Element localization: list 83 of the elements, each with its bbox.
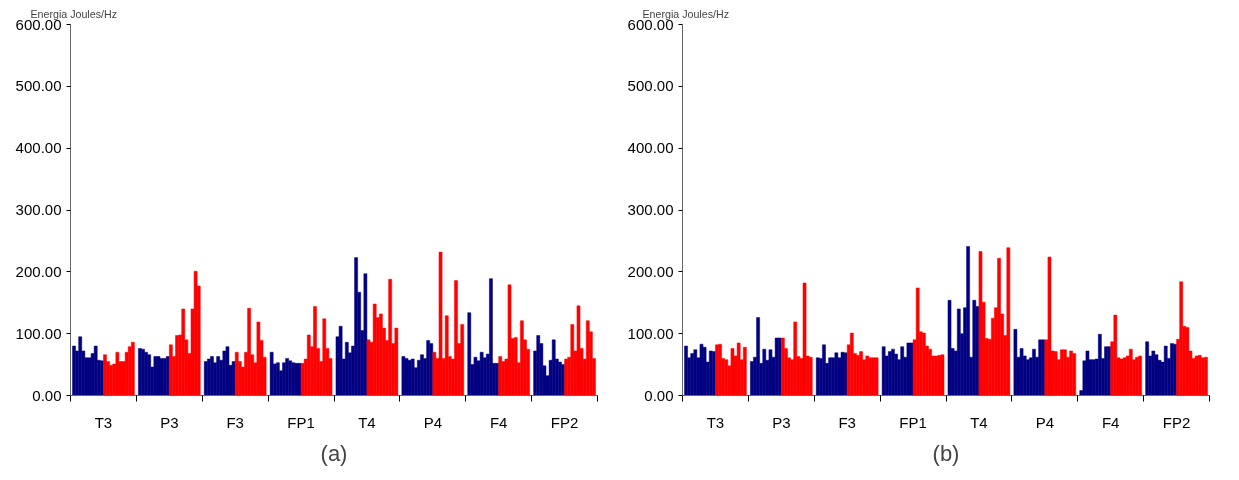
bar bbox=[256, 321, 261, 396]
bar bbox=[169, 344, 173, 396]
bar bbox=[822, 344, 826, 396]
x-tick-label: P3 bbox=[160, 413, 179, 431]
bar bbox=[460, 324, 465, 396]
x-tick-label: P3 bbox=[772, 413, 791, 431]
x-tick-label: F3 bbox=[226, 413, 244, 431]
y-tick-label: 500.00 bbox=[627, 77, 674, 95]
bar bbox=[338, 326, 343, 396]
x-tick-label: F4 bbox=[489, 413, 508, 431]
bar bbox=[388, 279, 392, 396]
bar bbox=[394, 327, 399, 396]
bar bbox=[1098, 334, 1102, 396]
x-tick-label: T3 bbox=[94, 413, 113, 431]
bar bbox=[957, 308, 961, 396]
y-axis-title: Energia Joules/Hz bbox=[30, 7, 117, 20]
bar bbox=[115, 351, 120, 396]
bar bbox=[354, 257, 358, 396]
x-tick-label: P4 bbox=[423, 413, 442, 431]
x-tick-label: FP1 bbox=[287, 413, 315, 431]
y-tick-label: 100.00 bbox=[15, 324, 62, 342]
text: (a) bbox=[320, 440, 348, 466]
x-tick-label: F4 bbox=[1101, 413, 1120, 431]
bar bbox=[966, 246, 970, 396]
bar bbox=[1154, 354, 1159, 396]
bar bbox=[900, 346, 905, 396]
bar bbox=[1113, 314, 1118, 396]
y-tick-label: 400.00 bbox=[15, 139, 62, 157]
text: (b) bbox=[932, 440, 960, 466]
bar bbox=[850, 332, 854, 396]
x-tick-label: FP1 bbox=[899, 413, 927, 431]
bar bbox=[762, 348, 767, 396]
bar bbox=[702, 347, 707, 396]
y-tick-label: 200.00 bbox=[15, 262, 62, 280]
bar bbox=[1145, 341, 1149, 396]
y-tick-label: 100.00 bbox=[627, 324, 674, 342]
x-tick-label: F3 bbox=[838, 413, 856, 431]
bar bbox=[1179, 281, 1183, 396]
bar bbox=[1047, 256, 1052, 396]
bar bbox=[313, 306, 317, 396]
bar bbox=[269, 351, 274, 396]
y-tick-label: 0.00 bbox=[644, 386, 674, 404]
bar bbox=[93, 345, 98, 396]
x-tick-label: P4 bbox=[1035, 413, 1054, 431]
y-tick-label: 200.00 bbox=[627, 262, 674, 280]
bar bbox=[131, 342, 135, 396]
y-tick-label: 300.00 bbox=[15, 201, 62, 218]
bar bbox=[489, 278, 493, 396]
bar bbox=[947, 300, 952, 396]
bar bbox=[247, 308, 251, 396]
bar bbox=[507, 284, 512, 396]
bar bbox=[363, 273, 368, 396]
bar bbox=[684, 345, 688, 396]
bar bbox=[997, 257, 1001, 396]
x-tick-label: FP2 bbox=[1162, 413, 1191, 431]
x-tick-label: T4 bbox=[358, 413, 376, 431]
x-tick-label: FP2 bbox=[550, 413, 579, 431]
bar bbox=[193, 270, 198, 396]
y-tick-label: 500.00 bbox=[15, 77, 62, 95]
bar bbox=[1085, 350, 1090, 396]
y-tick-label: 0.00 bbox=[32, 386, 62, 404]
y-tick-label: 300.00 bbox=[627, 201, 674, 218]
bar bbox=[1072, 353, 1077, 396]
y-axis-title: Energia Joules/Hz bbox=[642, 7, 729, 20]
bar bbox=[467, 312, 472, 396]
bar bbox=[756, 317, 760, 396]
x-tick-label: T3 bbox=[706, 413, 725, 431]
bar bbox=[322, 318, 327, 396]
bar bbox=[444, 315, 449, 396]
bar bbox=[454, 280, 458, 396]
bar bbox=[520, 320, 524, 396]
bar bbox=[793, 321, 798, 396]
bar bbox=[78, 336, 83, 396]
bar bbox=[551, 339, 556, 396]
bar bbox=[915, 287, 920, 396]
bar bbox=[881, 346, 886, 396]
y-tick-label: 400.00 bbox=[627, 139, 674, 157]
bar bbox=[743, 347, 747, 396]
bar bbox=[1163, 345, 1168, 396]
bar bbox=[978, 251, 983, 396]
bar bbox=[1006, 247, 1011, 396]
x-tick-label: T4 bbox=[970, 413, 988, 431]
bar bbox=[181, 308, 186, 396]
